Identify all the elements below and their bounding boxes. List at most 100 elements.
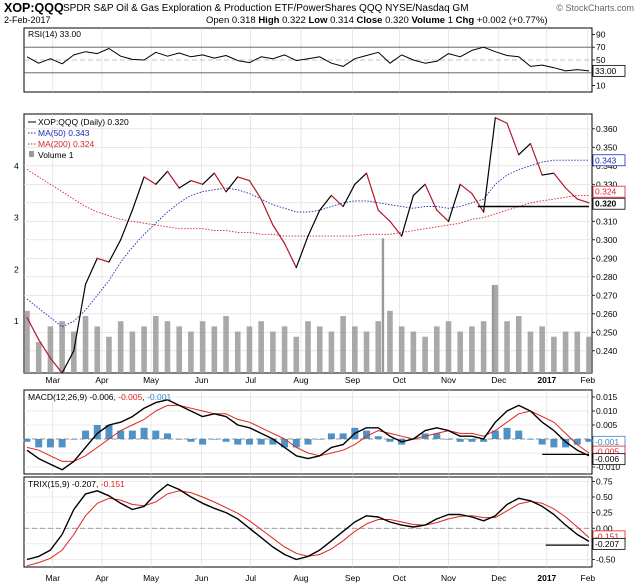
price-legend-title: XOP:QQQ (Daily) 0.320 [38, 117, 129, 127]
volume-bar-45 [551, 336, 557, 373]
trix-legend-part-0: TRIX(15,9) [28, 479, 72, 489]
price-tick-label-8: 0.280 [596, 272, 618, 282]
price-x-label-2: May [143, 375, 160, 385]
rsi-tick-label-1: 70 [596, 42, 606, 52]
price-tick-label-7: 0.290 [596, 253, 618, 263]
trix-x-label-0: Mar [45, 573, 60, 583]
macd-legend-part-1: -0.006, [89, 392, 118, 402]
ma200-value-tag-box [592, 185, 626, 198]
trix-legend: TRIX(15,9) -0.207, -0.151 [28, 479, 125, 489]
price-segment-17 [213, 172, 227, 193]
trix-x-label-9: Dec [491, 573, 507, 583]
macd-value-tag-box [592, 453, 626, 466]
macd-legend-part-2: -0.005 [118, 392, 142, 402]
price-segment-32 [389, 220, 403, 237]
price-segment-47 [564, 187, 578, 200]
volume-bar-30 [375, 321, 382, 373]
macd-legend-part-3: , [142, 392, 147, 402]
volume-bar-15 [199, 321, 206, 373]
price-segment-46 [553, 172, 567, 189]
volume-bar-7 [106, 336, 112, 373]
ohlc-readout: Open 0.318 High 0.322 Low 0.314 Close 0.… [206, 15, 548, 26]
macd-legend-part-0: MACD(12,26,9) [28, 392, 89, 402]
close-value: 0.320 [385, 15, 409, 26]
macd-value-tag: -0.006 [595, 454, 619, 464]
macd-hist-bar-48 [585, 439, 593, 442]
macd-hist-bar-23 [292, 439, 300, 448]
volume-bar-29 [363, 331, 370, 373]
symbol-title: XOP:QQQ [4, 1, 64, 15]
price-segment-1 [26, 316, 40, 341]
price-segment-26 [319, 194, 333, 211]
macd-tick-label-2: 0.005 [596, 420, 618, 430]
price-x-label-9: Dec [491, 375, 507, 385]
price-segment-8 [108, 239, 122, 263]
price-x-label-7: Oct [393, 375, 407, 385]
volume-bar-21 [270, 331, 276, 373]
volume-bar-33 [410, 331, 417, 373]
volume-spike-0 [381, 238, 385, 373]
volume-bar-9 [129, 331, 136, 373]
macd-hist-bar-24 [304, 439, 312, 445]
price-x-label-6: Sep [345, 375, 360, 385]
macd-hist-bar-15 [199, 439, 207, 445]
price-tick-label-6: 0.300 [596, 235, 618, 245]
open-value: 0.318 [231, 15, 256, 26]
symbol-description: SPDR S&P Oil & Gas Exploration & Product… [63, 3, 469, 14]
price-segment-23 [283, 242, 297, 269]
trix-x-label-1: Apr [95, 573, 108, 583]
close-value-tag: 0.320 [595, 199, 617, 209]
price-segment-40 [483, 117, 496, 213]
volume-bar-8 [117, 321, 124, 373]
trix-x-label-4: Jul [245, 573, 256, 583]
macd-hist-bar-6 [93, 425, 101, 439]
macd-hist-bar-41 [503, 427, 511, 439]
rsi-last-value-tag-box [592, 64, 626, 77]
price-segment-24 [295, 235, 309, 269]
price-segment-31 [377, 209, 391, 222]
volume-bar-43 [527, 331, 534, 373]
price-segment-22 [272, 224, 286, 245]
volume-legend-swatch [29, 151, 34, 157]
rsi-panel: 90 70 50 10 33.00 RSI(14) 33.00 [23, 27, 626, 93]
price-x-label-8: Nov [441, 375, 457, 385]
ma200-legend: MA(200) 0.324 [38, 139, 94, 149]
volume-label: Volume [411, 15, 446, 26]
trix-x-label-11: Feb [581, 573, 596, 583]
macd-hist-bar-42 [515, 430, 523, 439]
macd-line [26, 399, 590, 471]
price-x-label-11: Feb [581, 375, 596, 385]
macd-signal-value-tag: -0.005 [595, 447, 619, 457]
price-segment-4 [61, 350, 75, 374]
price-segment-29 [354, 172, 368, 185]
price-segment-30 [365, 172, 379, 211]
volume-bar-6 [94, 326, 101, 373]
volume-bar-19 [246, 326, 253, 373]
macd-hist-bar-7 [105, 425, 113, 439]
macd-hist-bar-31 [386, 439, 394, 442]
price-segment-12 [155, 170, 169, 185]
macd-hist-bar-36 [445, 439, 452, 440]
macd-hist-bar-44 [538, 439, 546, 445]
macd-hist-bar-25 [316, 439, 324, 440]
volume-bar-37 [457, 331, 464, 373]
price-segment-35 [424, 183, 438, 211]
volume-bar-24 [305, 321, 311, 373]
macd-hist-bar-39 [480, 439, 488, 442]
volume-bar-38 [469, 326, 475, 373]
close-label: Close [356, 15, 383, 26]
macd-hist-bar-11 [152, 430, 160, 439]
trix-value-tag-box [592, 537, 626, 550]
macd-hist-bar-16 [210, 439, 218, 440]
high-value: 0.322 [282, 15, 306, 26]
macd-hist-bar-45 [550, 439, 558, 448]
trix-panel: 0.750.500.250.00-0.25-0.50-0.151-0.207TR… [23, 476, 626, 583]
rsi-line [26, 46, 590, 72]
volume-bar-11 [152, 316, 159, 373]
volume-tick-label-2: 3 [14, 213, 19, 223]
price-segment-19 [237, 176, 251, 182]
trix-value-tag: -0.207 [595, 539, 619, 549]
macd-hist-bar-10 [140, 427, 148, 439]
volume-bar-34 [422, 336, 428, 373]
